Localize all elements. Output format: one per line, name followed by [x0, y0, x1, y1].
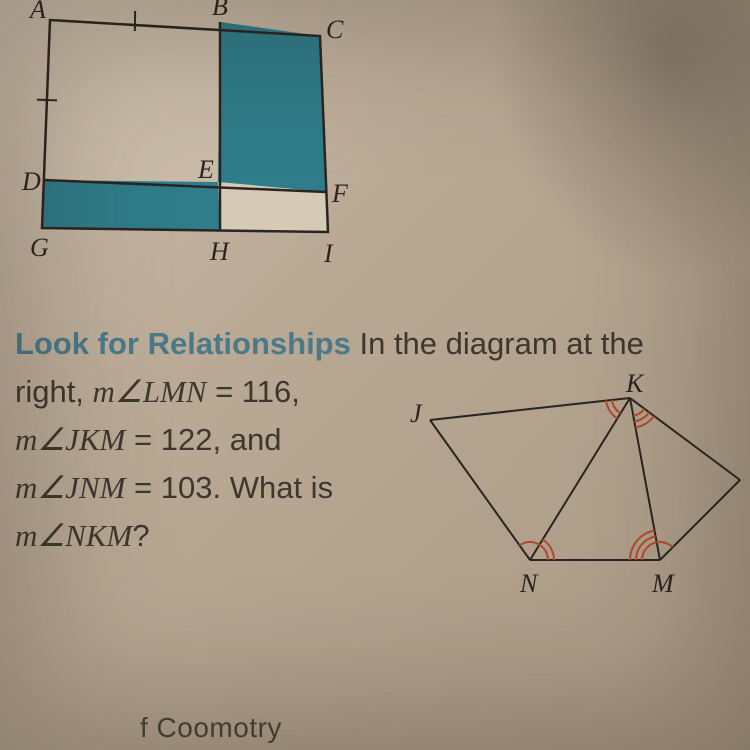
svg-text:K: K — [625, 370, 645, 398]
lead-phrase: Look for Relationships — [15, 326, 351, 361]
page-background: A B C D E F G H I Look for Relationships In the … — [0, 0, 750, 750]
svg-text:M: M — [651, 569, 675, 598]
svg-text:N: N — [519, 569, 539, 598]
svg-text:H: H — [209, 237, 230, 266]
svg-text:A: A — [28, 0, 46, 24]
svg-text:J: J — [410, 399, 423, 428]
svg-text:G: G — [30, 233, 49, 262]
svg-text:B: B — [212, 0, 228, 21]
figure-2-triangles: J K N M — [400, 370, 750, 630]
cropped-bottom-text: f Coomotry — [140, 712, 282, 744]
svg-text:C: C — [326, 15, 344, 44]
corner-shadow — [490, 0, 750, 280]
svg-text:D: D — [21, 167, 41, 196]
svg-text:E: E — [197, 155, 214, 184]
svg-text:I: I — [323, 239, 334, 268]
line1-rest: In the diagram at the — [351, 326, 644, 361]
figure-1-rectangles: A B C D E F G H I — [20, 0, 370, 280]
svg-text:F: F — [331, 179, 349, 208]
